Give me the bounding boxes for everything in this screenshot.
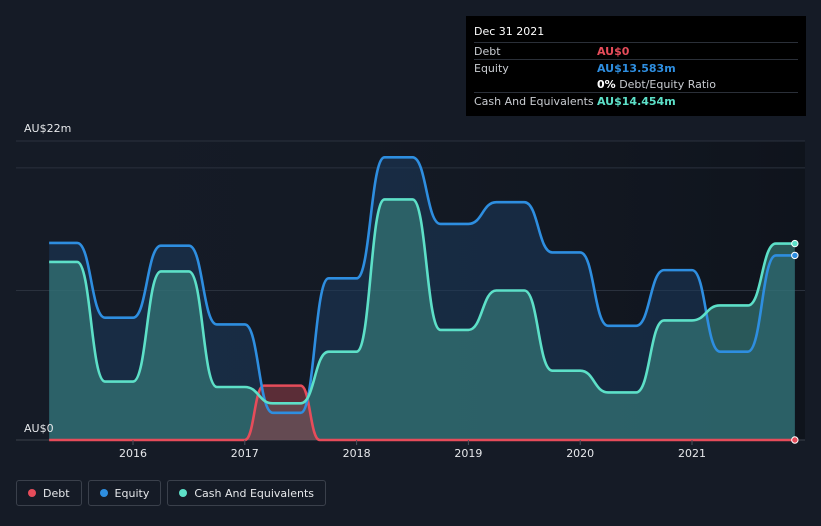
tooltip-row-ratio: 0% Debt/Equity Ratio [474, 76, 798, 92]
x-tick-label: 2020 [566, 447, 594, 460]
tooltip-label: Cash And Equivalents [474, 94, 594, 108]
legend: Debt Equity Cash And Equivalents [16, 480, 326, 506]
tooltip-value: AU$13.583m [597, 61, 676, 75]
hover-tooltip: Dec 31 2021 Debt AU$0 Equity AU$13.583m … [466, 16, 806, 116]
series-endpoints [791, 239, 799, 444]
endpoint-cash-and-equivalents [791, 239, 799, 248]
x-tick-label: 2017 [231, 447, 259, 460]
tooltip-row-equity: Equity AU$13.583m [474, 59, 798, 76]
legend-label: Cash And Equivalents [194, 486, 314, 500]
legend-item-equity[interactable]: Equity [87, 480, 162, 506]
ratio-value: 0% [597, 77, 616, 91]
legend-label: Debt [43, 486, 70, 500]
endpoint-debt [791, 436, 799, 444]
x-tick-label: 2016 [119, 447, 147, 460]
area-cash-and-equivalents [49, 199, 795, 440]
legend-dot-icon [28, 489, 36, 497]
tooltip-label: Debt [474, 44, 501, 58]
ratio-label: Debt/Equity Ratio [619, 77, 716, 91]
tooltip-value: AU$0 [597, 44, 630, 58]
tooltip-label: Equity [474, 61, 509, 75]
tooltip-row-cash: Cash And Equivalents AU$14.454m [474, 92, 798, 109]
legend-item-cash[interactable]: Cash And Equivalents [167, 480, 326, 506]
y-tick-label-min: AU$0 [24, 422, 54, 435]
x-axis: 2016 2017 2018 2019 2020 2021 [119, 440, 706, 460]
x-tick-label: 2021 [678, 447, 706, 460]
legend-dot-icon [179, 489, 188, 497]
y-tick-label-max: AU$22m [24, 122, 71, 135]
legend-label: Equity [114, 486, 150, 500]
x-tick-label: 2018 [343, 447, 371, 460]
endpoint-equity [791, 251, 799, 260]
tooltip-value: AU$14.454m [597, 94, 676, 108]
legend-dot-icon [99, 489, 108, 497]
legend-item-debt[interactable]: Debt [16, 480, 82, 506]
series-areas [49, 157, 795, 441]
y-axis: AU$22m AU$0 [24, 122, 71, 435]
tooltip-date: Dec 31 2021 [474, 25, 545, 38]
line-equity [49, 156, 795, 415]
series-lines [49, 156, 795, 442]
x-tick-label: 2019 [454, 447, 482, 460]
tooltip-row-debt: Debt AU$0 [474, 42, 798, 59]
line-debt [49, 384, 795, 442]
line-cash-and-equivalents [49, 198, 795, 405]
